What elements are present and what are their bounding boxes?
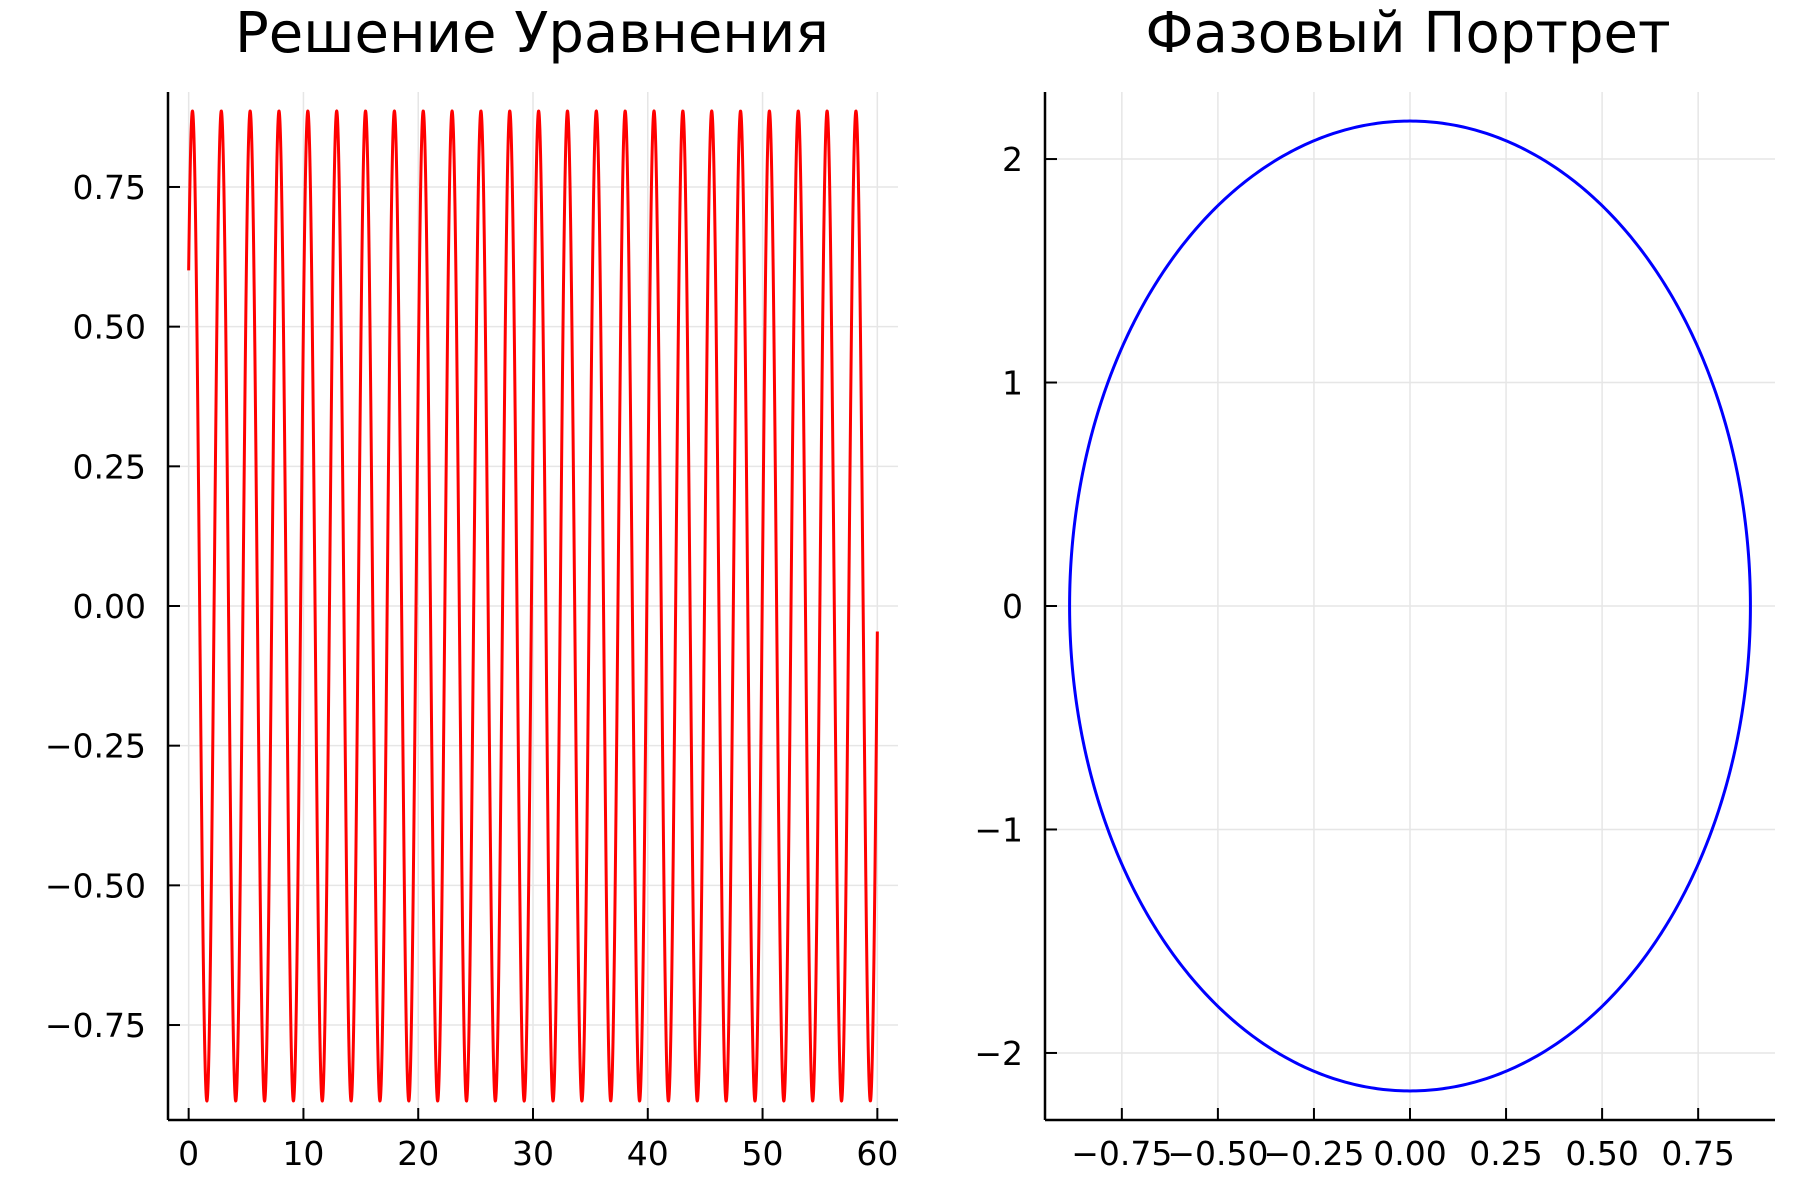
grid bbox=[1045, 92, 1775, 1120]
x-tick-label: 10 bbox=[282, 1134, 324, 1173]
y-tick-label: 0.75 bbox=[73, 168, 146, 207]
ticks: −0.75−0.50−0.25 0.00 0.25 0.50 0.75 2 1 0 −1 −2 bbox=[974, 140, 1735, 1173]
x-tick-label: −0.25 bbox=[1263, 1134, 1364, 1173]
x-tick-label: 20 bbox=[397, 1134, 439, 1173]
y-tick-label: −2 bbox=[974, 1034, 1023, 1073]
phase-portrait-panel: Фазовый Портрет −0.75−0.50−0.25 0.00 0.25 0… bbox=[974, 1, 1775, 1173]
series-line bbox=[187, 109, 879, 1103]
y-tick-label: −0.75 bbox=[45, 1006, 146, 1045]
y-tick-label: −0.50 bbox=[45, 866, 146, 905]
y-tick-label: 2 bbox=[1002, 140, 1023, 179]
y-tick-label: −0.25 bbox=[45, 727, 146, 766]
ticks: 0 10 20 30 40 50 60 0.75 0.50 0.25 0.00 −0.25 −0.50 −… bbox=[45, 168, 898, 1173]
series-line bbox=[1068, 119, 1752, 1093]
y-tick-label: 0.00 bbox=[73, 587, 146, 626]
plot-lines bbox=[1068, 119, 1752, 1093]
y-tick-label: −1 bbox=[974, 810, 1023, 849]
x-tick-label: 50 bbox=[742, 1134, 784, 1173]
x-tick-label: 0.75 bbox=[1661, 1134, 1734, 1173]
chart-title: Решение Уравнения bbox=[235, 1, 829, 66]
x-tick-label: 40 bbox=[627, 1134, 669, 1173]
x-tick-label: 60 bbox=[856, 1134, 898, 1173]
x-tick-label: 30 bbox=[512, 1134, 554, 1173]
y-tick-label: 0 bbox=[1002, 587, 1023, 626]
x-tick-label: −0.75 bbox=[1071, 1134, 1172, 1173]
x-tick-label: 0.00 bbox=[1373, 1134, 1446, 1173]
y-tick-label: 0.50 bbox=[73, 308, 146, 347]
y-tick-label: 0.25 bbox=[73, 447, 146, 486]
x-tick-label: 0 bbox=[178, 1134, 199, 1173]
x-tick-label: −0.50 bbox=[1167, 1134, 1268, 1173]
x-tick-label: 0.25 bbox=[1469, 1134, 1542, 1173]
y-tick-label: 1 bbox=[1002, 364, 1023, 403]
plot-lines bbox=[187, 109, 879, 1103]
solution-panel: Решение Уравнения 0 10 20 30 40 50 600.750.500… bbox=[45, 1, 898, 1173]
chart-title: Фазовый Портрет bbox=[1145, 1, 1670, 66]
x-tick-label: 0.50 bbox=[1565, 1134, 1638, 1173]
